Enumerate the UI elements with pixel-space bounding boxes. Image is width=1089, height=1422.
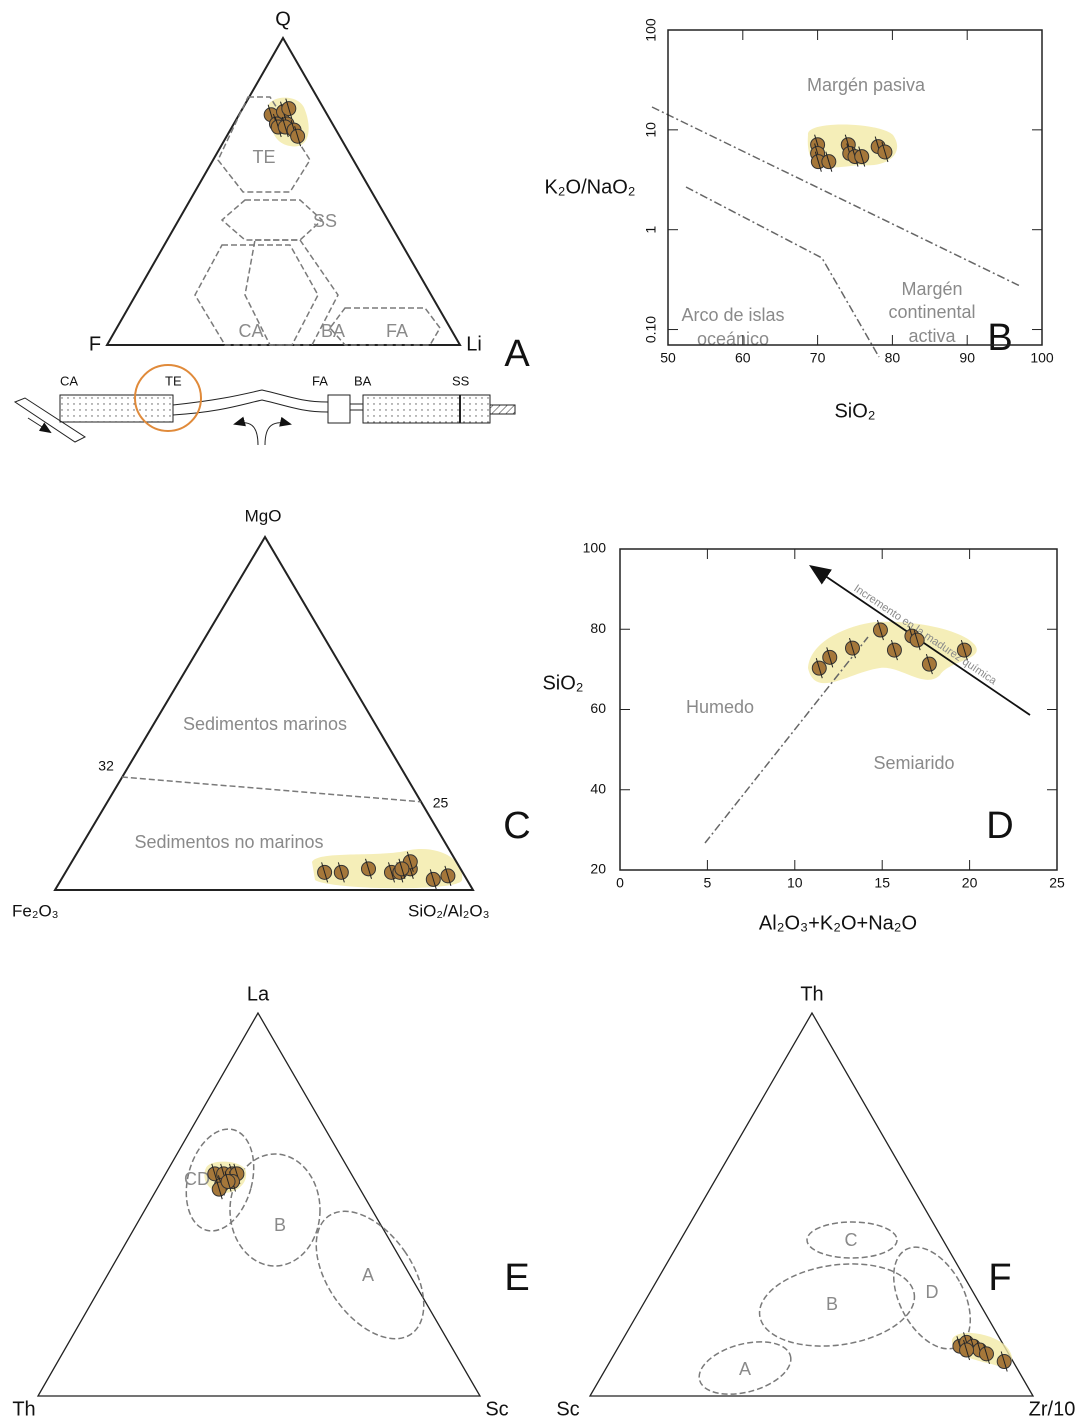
band — [173, 390, 328, 415]
field-label: B — [274, 1215, 286, 1235]
x-tick-label: 5 — [704, 875, 712, 891]
field-label: A — [362, 1265, 374, 1285]
y-tick-label: 80 — [590, 620, 606, 636]
field-label: BA — [321, 321, 345, 341]
field-label: Sedimentos no marinos — [134, 832, 323, 852]
field — [222, 200, 322, 240]
triangle — [38, 1013, 480, 1396]
basin — [60, 395, 173, 422]
y-tick-label: 20 — [590, 861, 606, 877]
y-axis-label: SiO₂ — [542, 672, 583, 694]
y-tick-label: 40 — [590, 780, 606, 796]
vertex-label: Sc — [485, 1398, 508, 1420]
x-axis-label: Al₂O₃+K₂O+Na₂O — [759, 912, 917, 934]
x-axis-label: SiO₂ — [834, 400, 875, 422]
field-label: continental — [888, 302, 975, 322]
vertex-label: Li — [466, 333, 482, 355]
field-label: activa — [908, 326, 956, 346]
x-tick-label: 20 — [962, 875, 978, 891]
field-label: D — [926, 1282, 939, 1302]
vertex-label: La — [247, 983, 270, 1005]
schematic-label: FA — [312, 373, 328, 388]
field-label: Humedo — [686, 697, 754, 717]
x-tick-label: 80 — [885, 350, 901, 366]
divider-line — [122, 777, 421, 802]
y-tick-label: 1 — [643, 226, 659, 234]
vertex-label: Th — [12, 1398, 35, 1420]
panel-label: D — [986, 805, 1013, 847]
field-label: Margén pasiva — [807, 75, 926, 95]
vertex-label: MgO — [245, 506, 282, 525]
x-tick-label: 25 — [1049, 875, 1065, 891]
vertex-label: Sc — [556, 1398, 579, 1420]
y-tick-label: 100 — [583, 540, 607, 556]
y-tick-label: 10 — [643, 122, 659, 138]
vertex-label: Fe₂O₃ — [12, 901, 59, 920]
x-tick-label: 60 — [735, 350, 751, 366]
schematic-label: TE — [165, 373, 182, 388]
field-label: SS — [313, 211, 337, 231]
block — [328, 395, 350, 423]
panel-label: F — [988, 1257, 1011, 1299]
field-label: B — [826, 1294, 838, 1314]
panel-label: B — [987, 317, 1012, 359]
field-label: CA — [238, 321, 263, 341]
y-tick-label: 100 — [643, 18, 659, 42]
vertex-label: Th — [800, 983, 823, 1005]
schematic-label: BA — [354, 373, 372, 388]
schematic-label: CA — [60, 373, 78, 388]
panel-label: A — [504, 333, 530, 375]
x-tick-label: 70 — [810, 350, 826, 366]
field-label: Semiarido — [873, 753, 954, 773]
field-label: CD — [184, 1169, 210, 1189]
y-axis-label: K₂O/NaO₂ — [544, 176, 635, 198]
y-tick-label: 0.10 — [643, 316, 659, 343]
panel-label: E — [504, 1257, 529, 1299]
arrow — [235, 423, 258, 445]
divider-label: 32 — [98, 758, 114, 774]
vertex-label: Q — [275, 8, 291, 30]
field-label: Arco de islas — [681, 305, 784, 325]
block — [363, 395, 490, 423]
figure: TE SS CA BA FA Q F Li A CA TE FA BA SS M… — [0, 0, 1089, 1422]
field-label: A — [739, 1359, 751, 1379]
field-label: C — [845, 1230, 858, 1250]
arrow — [265, 423, 290, 445]
vertex-label: Zr/10 — [1029, 1398, 1076, 1420]
field-label: Margén — [901, 279, 962, 299]
x-tick-label: 100 — [1030, 350, 1054, 366]
field-label: FA — [386, 321, 408, 341]
x-tick-label: 0 — [616, 875, 624, 891]
y-tick-label: 60 — [590, 700, 606, 716]
field-label: Sedimentos marinos — [183, 714, 347, 734]
schematic-label: SS — [452, 373, 470, 388]
divider-label: 25 — [433, 794, 449, 810]
hatched — [490, 405, 515, 414]
x-tick-label: 10 — [787, 875, 803, 891]
x-tick-label: 50 — [660, 350, 676, 366]
x-tick-label: 90 — [959, 350, 975, 366]
x-tick-label: 15 — [874, 875, 890, 891]
field-label: TE — [252, 147, 275, 167]
panel-label: C — [503, 805, 530, 847]
vertex-label: SiO₂/Al₂O₃ — [408, 901, 490, 920]
connector — [350, 404, 363, 410]
vertex-label: F — [89, 333, 101, 355]
